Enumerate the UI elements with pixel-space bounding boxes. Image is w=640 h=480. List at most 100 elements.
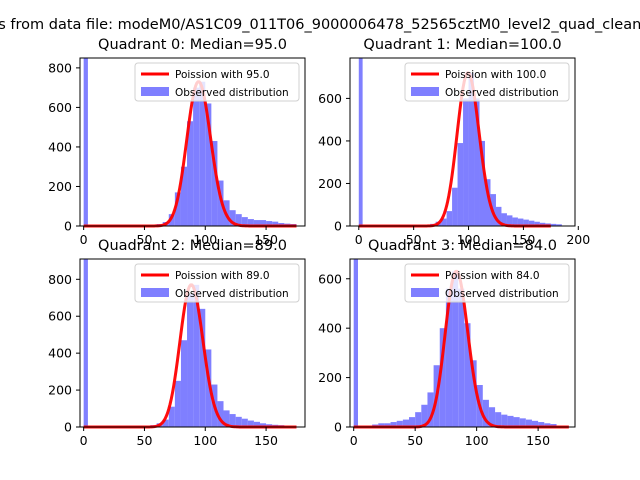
histogram-bar (421, 404, 428, 427)
histogram-bar (241, 418, 248, 427)
legend-box (404, 263, 570, 303)
histogram-bar (445, 288, 453, 427)
histogram-bar (266, 221, 273, 226)
histogram-bar (512, 217, 518, 226)
y-tick-label: 0 (64, 420, 72, 435)
histogram-bar (174, 380, 181, 427)
legend-label-observed: Observed distribution (175, 288, 289, 300)
y-tick-label: 0 (64, 219, 72, 234)
legend-swatch-observed (411, 288, 439, 297)
histogram-bar (501, 213, 507, 226)
histogram-bar (180, 340, 188, 427)
legend-box (134, 263, 300, 303)
histogram-bar (452, 187, 458, 226)
y-tick-label: 200 (48, 383, 72, 398)
histogram-bar (384, 423, 391, 427)
histogram-bar (556, 224, 562, 226)
histogram-bar (452, 271, 459, 427)
axes-frame (349, 57, 576, 227)
legend-label-poisson: Poission with 100.0 (445, 69, 546, 81)
y-tick-label: 0 (334, 420, 342, 435)
histogram-bar (378, 423, 385, 427)
y-tick-label: 0 (334, 219, 342, 234)
histogram-bar (235, 214, 242, 226)
legend-label-poisson: Poission with 95.0 (175, 69, 270, 81)
figure-suptitle: Plots from data file: modeM0/AS1C09_011T… (0, 17, 640, 33)
x-tick-label: 0 (355, 232, 363, 247)
histogram-bar (427, 392, 434, 427)
x-tick-label: 100 (193, 433, 217, 448)
histogram-bar (464, 323, 471, 427)
histogram-bar (544, 423, 551, 427)
histogram-bar (441, 218, 447, 226)
histogram-bar (217, 401, 224, 427)
axes-frame (79, 258, 306, 428)
histogram-bar-zero (353, 259, 358, 427)
x-tick-label: 200 (566, 232, 590, 247)
histogram-bar (253, 220, 260, 226)
histogram-bar (513, 417, 520, 427)
histogram-bar (474, 98, 480, 226)
histogram-bar (402, 419, 410, 427)
histogram-panel-0: 0 50 100 150 0 200 400 600 800 Poission with 95.0… (48, 37, 306, 247)
histogram-bar (525, 419, 532, 427)
histogram-bar (501, 414, 508, 427)
histogram-bar (470, 360, 477, 427)
histogram-bar (205, 349, 212, 427)
legend-label-poisson: Poission with 84.0 (445, 270, 540, 282)
histogram-bar (550, 223, 557, 226)
histogram-bar (479, 140, 485, 226)
x-tick-label: 50 (406, 232, 422, 247)
y-tick-label: 400 (318, 133, 342, 148)
x-tick-label: 150 (526, 433, 550, 448)
histogram-bar (272, 221, 279, 226)
histogram-bar (193, 284, 200, 427)
x-tick-label: 150 (254, 232, 278, 247)
histogram-bar (193, 87, 200, 226)
histogram-bar (260, 423, 267, 427)
legend-label-observed: Observed distribution (445, 87, 559, 99)
histogram-bar (495, 412, 502, 427)
y-tick-label: 600 (48, 100, 72, 115)
legend-swatch-observed (411, 87, 439, 96)
histogram-bar (534, 221, 540, 226)
histogram-bar (446, 211, 453, 226)
x-tick-label: 50 (137, 433, 153, 448)
x-tick-label: 50 (137, 232, 153, 247)
histogram-bar (253, 421, 260, 427)
axes-frame (349, 258, 576, 428)
histogram-bar (247, 219, 254, 226)
histogram-bar (187, 294, 194, 427)
histogram-bar (260, 220, 267, 226)
histogram-bar (506, 215, 513, 226)
histogram-bar (168, 406, 175, 427)
histogram-bar (229, 414, 236, 427)
histogram-bar (217, 180, 224, 226)
axes-frame (79, 57, 306, 227)
histogram-bar (485, 179, 491, 226)
histogram-bar-zero (83, 58, 88, 226)
legend-label-observed: Observed distribution (175, 87, 289, 99)
y-tick-label: 600 (48, 309, 72, 324)
legend-box (404, 62, 570, 102)
histogram-bar-zero (358, 58, 363, 226)
histogram-panel-1: 0 50 100 150 200 0 200 400 600 Poission with 100.… (318, 37, 590, 247)
y-tick-label: 200 (318, 370, 342, 385)
histogram-bar (528, 220, 535, 226)
x-tick-label: 0 (80, 232, 88, 247)
histogram-panel-3: 0 50 100 150 0 200 400 600 Poission with 84.0 Obs… (318, 238, 576, 448)
panel-title: Quadrant 2: Median=89.0 (98, 238, 287, 254)
x-tick-label: 0 (80, 433, 88, 448)
histogram-bar (235, 416, 242, 427)
histogram-bar (241, 217, 248, 226)
histogram-bar (205, 103, 212, 226)
y-tick-label: 600 (318, 271, 342, 286)
histogram-bar-zero (83, 259, 88, 427)
panel-title: Quadrant 0: Median=95.0 (98, 37, 287, 53)
histogram-panel-2: 0 50 100 150 0 200 400 600 800 Poission with 89.0… (48, 238, 306, 448)
histogram-bar (211, 141, 218, 226)
histogram-bar (507, 415, 514, 427)
legend-label-observed: Observed distribution (445, 288, 559, 300)
histogram-bar (409, 417, 416, 427)
histogram-bar (162, 419, 169, 427)
